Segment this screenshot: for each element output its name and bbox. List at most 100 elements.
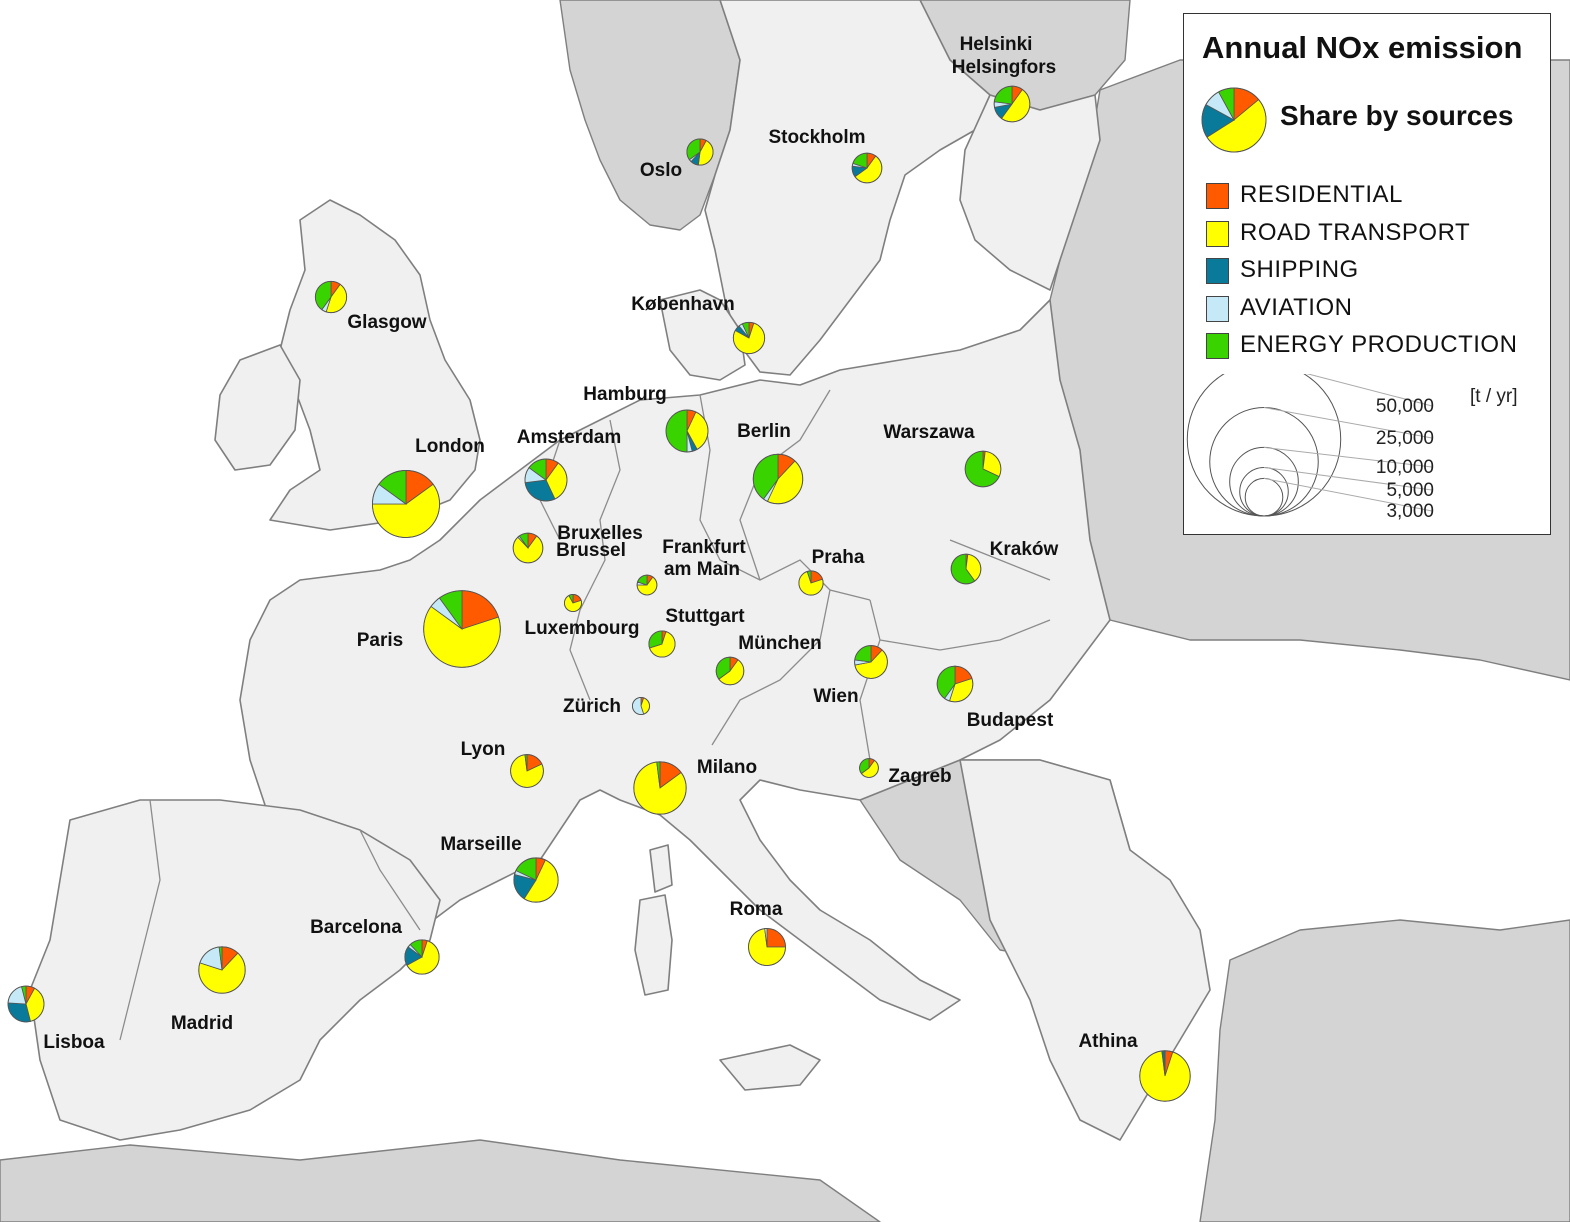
pie-madrid-outline xyxy=(198,946,246,994)
pie-oslo-outline xyxy=(686,138,714,166)
pie-lisboa[interactable] xyxy=(7,985,45,1023)
city-label-bruxelles: Bruxelles xyxy=(557,523,643,544)
city-label-kobenhavn: København xyxy=(631,294,734,315)
corsica-land xyxy=(649,844,673,893)
city-label-glasgow: Glasgow xyxy=(347,312,426,333)
pie-stuttgart[interactable] xyxy=(648,630,676,658)
size-circle-2 xyxy=(1229,446,1299,517)
pie-lisboa-outline xyxy=(7,985,45,1023)
city-label-paris: Paris xyxy=(357,630,403,651)
size-leader-line xyxy=(1263,466,1433,491)
pie-milano-outline xyxy=(633,761,687,815)
sardinia-land xyxy=(634,894,673,996)
pie-oslo[interactable] xyxy=(686,138,714,166)
pie-berlin[interactable] xyxy=(752,453,804,505)
legend-swatch xyxy=(1206,183,1229,209)
city-label-luxembourg: Luxembourg xyxy=(524,618,639,639)
pie-madrid[interactable] xyxy=(198,946,246,994)
pie-milano[interactable] xyxy=(633,761,687,815)
pie-frankfurt[interactable] xyxy=(636,574,658,596)
size-leader-line xyxy=(1263,407,1433,439)
city-label-hamburg: Hamburg xyxy=(583,384,666,405)
size-circle-3 xyxy=(1239,466,1289,517)
pie-helsinki[interactable] xyxy=(993,85,1031,123)
pie-munchen[interactable] xyxy=(715,656,745,686)
pie-budapest-outline xyxy=(936,665,974,703)
pie-zagreb-outline xyxy=(859,758,879,778)
pie-athina[interactable] xyxy=(1139,1050,1191,1102)
city-label-london: London xyxy=(415,436,485,457)
city-label-roma: Roma xyxy=(730,899,783,920)
pie-paris[interactable] xyxy=(423,590,501,668)
pie-krakow-outline xyxy=(950,553,982,585)
pie-praha[interactable] xyxy=(798,570,824,596)
pie-hamburg[interactable] xyxy=(665,409,709,453)
size-label: 25,000 xyxy=(1376,428,1434,449)
size-label: 5,000 xyxy=(1386,480,1434,501)
pie-wien[interactable] xyxy=(854,645,888,679)
sweden-land xyxy=(704,0,991,376)
pie-marseille[interactable] xyxy=(513,857,559,903)
city-label-warszawa: Warszawa xyxy=(883,422,975,443)
city-label-stockholm: Stockholm xyxy=(768,127,865,148)
unit-label: [t / yr] xyxy=(1470,386,1518,407)
city-label-alt-helsingfors: Helsingfors xyxy=(952,57,1057,78)
pie-london[interactable] xyxy=(371,469,441,539)
city-label-madrid: Madrid xyxy=(171,1013,233,1034)
sicily-land xyxy=(719,1044,821,1091)
pie-roma[interactable] xyxy=(748,928,786,966)
size-label: 3,000 xyxy=(1386,501,1434,522)
legend-label: AVIATION xyxy=(1240,293,1353,321)
pie-luxembourg[interactable] xyxy=(563,593,583,613)
legend-label: ENERGY PRODUCTION xyxy=(1240,331,1518,358)
city-label-lisboa: Lisboa xyxy=(43,1032,105,1053)
pie-barcelona-outline xyxy=(404,939,440,975)
city-label-oslo: Oslo xyxy=(640,160,682,181)
pie-glasgow[interactable] xyxy=(314,280,348,314)
size-leader-line xyxy=(1306,374,1433,407)
legend-title: Annual NOx emission xyxy=(1202,30,1523,65)
pie-zagreb[interactable] xyxy=(859,758,879,778)
finland-land xyxy=(959,94,1101,291)
pie-warszawa-outline xyxy=(964,450,1002,488)
legend-label: ROAD TRANSPORT xyxy=(1240,218,1471,246)
pie-amsterdam[interactable] xyxy=(524,458,568,502)
city-label-praha: Praha xyxy=(812,547,865,568)
pie-bruxelles[interactable] xyxy=(512,532,544,564)
legend-sample-pie xyxy=(1201,87,1267,153)
city-label-athina: Athina xyxy=(1078,1031,1138,1052)
turkey-land xyxy=(1199,919,1570,1222)
pie-krakow[interactable] xyxy=(950,553,982,585)
city-label-barcelona: Barcelona xyxy=(310,917,402,938)
pie-praha-outline xyxy=(798,570,824,596)
city-label-munchen: München xyxy=(738,633,821,654)
city-label-stuttgart: Stuttgart xyxy=(665,606,745,627)
size-leader-line xyxy=(1263,446,1433,468)
pie-frankfurt-outline xyxy=(636,574,658,596)
city-label-zagreb: Zagreb xyxy=(888,766,951,787)
city-label-krakow: Kraków xyxy=(990,539,1059,560)
pie-munchen-outline xyxy=(715,656,745,686)
size-label: 10,000 xyxy=(1376,457,1434,478)
pie-budapest[interactable] xyxy=(936,665,974,703)
size-circle-1 xyxy=(1209,407,1319,517)
size-circle-4 xyxy=(1244,477,1284,517)
size-circle-0 xyxy=(1186,374,1342,517)
pie-zurich[interactable] xyxy=(631,696,651,716)
pie-lyon[interactable] xyxy=(510,754,544,788)
legend-sample-outline xyxy=(1201,87,1267,153)
legend-label: RESIDENTIAL xyxy=(1240,181,1403,208)
pie-lyon-outline xyxy=(510,754,544,788)
city-label-marseille: Marseille xyxy=(440,834,521,855)
pie-warszawa[interactable] xyxy=(964,450,1002,488)
city-label-alt-brussel: Brussel xyxy=(556,540,626,561)
pie-kobenhavn-outline xyxy=(732,321,766,355)
pie-stockholm[interactable] xyxy=(851,152,883,184)
city-label-frankfurt: Frankfurt xyxy=(662,537,746,558)
pie-barcelona[interactable] xyxy=(404,939,440,975)
legend-swatch xyxy=(1206,220,1229,247)
pie-kobenhavn[interactable] xyxy=(732,321,766,355)
legend-swatch xyxy=(1206,295,1229,322)
